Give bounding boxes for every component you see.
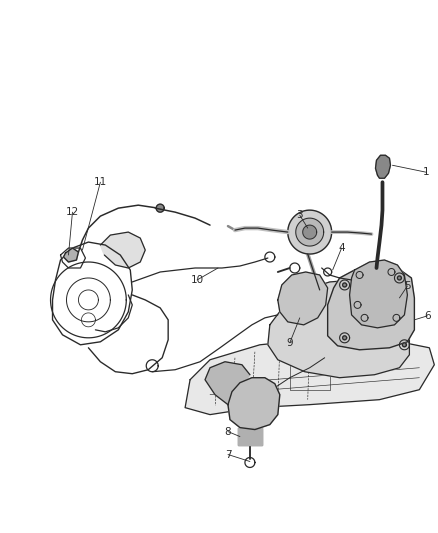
- Text: 12: 12: [66, 207, 79, 217]
- Polygon shape: [227, 378, 279, 430]
- Text: 6: 6: [423, 311, 430, 321]
- Polygon shape: [295, 218, 323, 246]
- Polygon shape: [287, 210, 331, 254]
- Polygon shape: [402, 343, 406, 347]
- Polygon shape: [342, 283, 346, 287]
- Text: 5: 5: [403, 281, 410, 291]
- Polygon shape: [205, 362, 249, 405]
- Polygon shape: [185, 338, 433, 415]
- Polygon shape: [302, 225, 316, 239]
- Text: 1: 1: [422, 167, 429, 177]
- Polygon shape: [156, 204, 164, 212]
- Polygon shape: [64, 248, 78, 262]
- Polygon shape: [396, 276, 400, 280]
- Polygon shape: [100, 232, 145, 268]
- Text: 7: 7: [224, 449, 231, 459]
- Polygon shape: [374, 155, 389, 178]
- Text: 9: 9: [286, 338, 293, 348]
- Text: 10: 10: [190, 275, 203, 285]
- Polygon shape: [237, 427, 261, 445]
- Polygon shape: [267, 280, 409, 378]
- Polygon shape: [277, 272, 327, 325]
- Text: 3: 3: [296, 210, 302, 220]
- Polygon shape: [349, 260, 406, 328]
- Text: 11: 11: [94, 177, 107, 187]
- Text: 4: 4: [338, 243, 344, 253]
- Polygon shape: [342, 336, 346, 340]
- Text: 8: 8: [224, 426, 231, 437]
- Polygon shape: [327, 265, 413, 350]
